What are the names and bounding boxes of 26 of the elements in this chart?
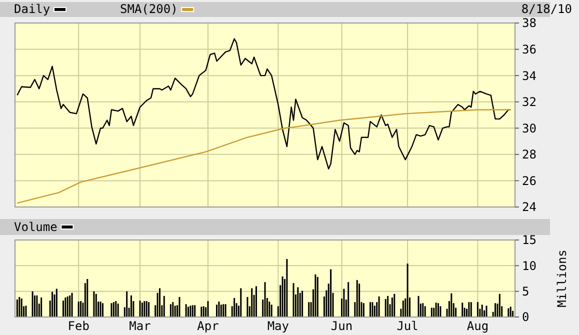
y-tick-label: 32	[522, 95, 536, 110]
line-series	[16, 38, 512, 170]
y-tick-label: 0	[522, 310, 530, 324]
y-tick-label: 30	[522, 121, 536, 136]
y-tick-label: 28	[522, 148, 536, 162]
legend-label: SMA(200)	[120, 2, 178, 16]
y-tick-label: 10	[522, 258, 536, 273]
x-tick-label: Aug	[466, 319, 489, 333]
y-tick-label: 26	[522, 174, 536, 188]
y-tick-label: 34	[522, 68, 536, 83]
x-tick-label: May	[267, 319, 289, 333]
y-tick-label: 15	[522, 233, 536, 248]
line-series	[16, 109, 512, 204]
x-tick-label: Jun	[330, 319, 353, 333]
y-tick-label: 38	[522, 16, 536, 30]
y-tick-label: 36	[522, 42, 536, 56]
y-axis-title: Millions	[555, 250, 569, 308]
legend-label: Daily	[14, 2, 50, 16]
x-tick-label: Feb	[68, 319, 90, 333]
x-tick-label: Mar	[129, 319, 151, 333]
text: 8/18/10	[521, 2, 572, 16]
y-tick-label: 5	[522, 284, 530, 299]
x-tick-label: Jul	[396, 319, 418, 333]
x-tick-label: Apr	[197, 319, 219, 333]
y-tick-label: 24	[522, 200, 536, 214]
legend-label: Volume	[14, 220, 58, 234]
